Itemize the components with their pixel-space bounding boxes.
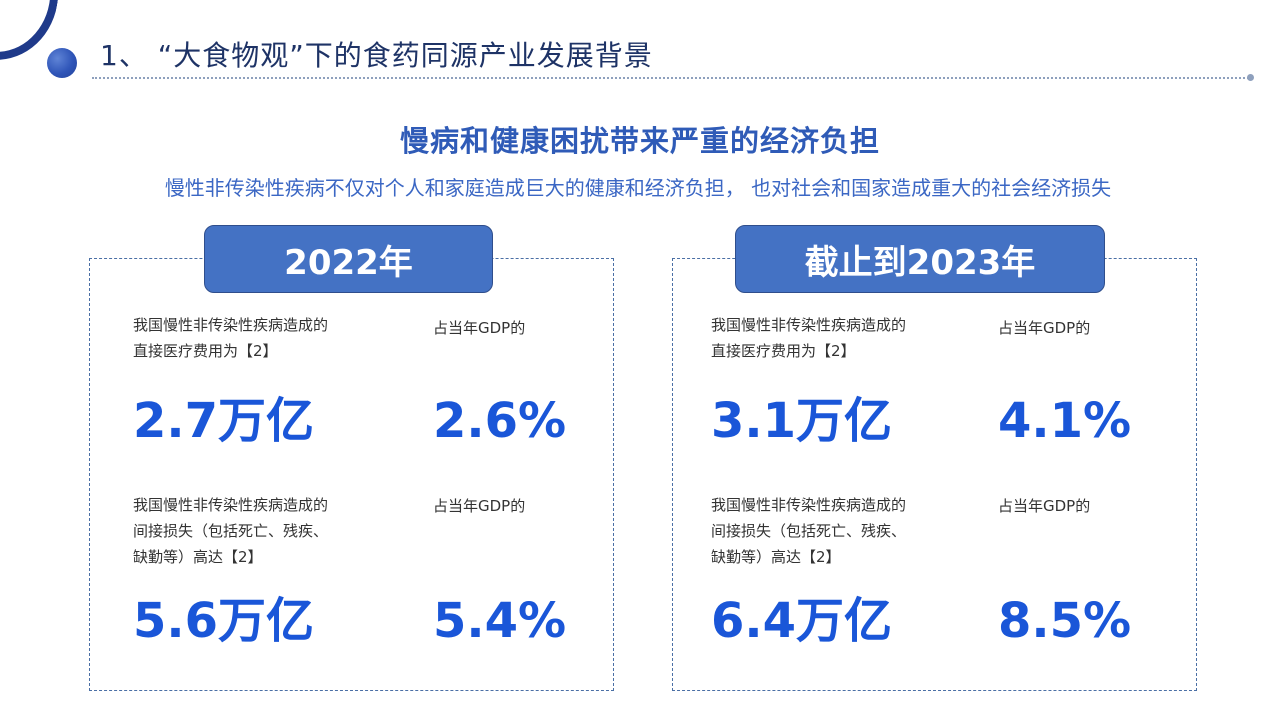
label-line: 缺勤等）高达【2】 bbox=[133, 548, 263, 566]
direct-cost-amount-2022: 2.7万亿 bbox=[133, 393, 315, 449]
headline: 慢病和健康困扰带来严重的经济负担 bbox=[399, 124, 880, 158]
title-divider bbox=[92, 77, 1252, 79]
label-line: 我国慢性非传染性疾病造成的 bbox=[711, 316, 907, 334]
direct-gdp-percent-2022: 2.6% bbox=[433, 393, 567, 449]
section-title: 1、 “大食物观”下的食药同源产业发展背景 bbox=[100, 39, 653, 72]
indirect-gdp-percent-2022: 5.4% bbox=[433, 593, 567, 649]
tag-2022: 2022年 bbox=[204, 225, 493, 293]
indirect-loss-amount-2022: 5.6万亿 bbox=[133, 593, 315, 649]
indirect-loss-label-2023: 我国慢性非传染性疾病造成的 间接损失（包括死亡、残疾、 缺勤等）高达【2】 bbox=[711, 492, 961, 570]
indirect-gdp-label-2023: 占当年GDP的 bbox=[998, 497, 1091, 515]
label-line: 间接损失（包括死亡、残疾、 bbox=[711, 522, 907, 540]
direct-cost-amount-2023: 3.1万亿 bbox=[711, 393, 893, 449]
direct-cost-label-2023: 我国慢性非传染性疾病造成的 直接医疗费用为【2】 bbox=[711, 312, 961, 364]
label-line: 我国慢性非传染性疾病造成的 bbox=[711, 496, 907, 514]
direct-gdp-label-2023: 占当年GDP的 bbox=[998, 319, 1091, 337]
subtitle: 慢性非传染性疾病不仅对个人和家庭造成巨大的健康和经济负担， 也对社会和国家造成重… bbox=[164, 176, 1112, 200]
panel-2022 bbox=[89, 258, 614, 691]
label-line: 我国慢性非传染性疾病造成的 bbox=[133, 316, 329, 334]
tag-2023: 截止到2023年 bbox=[735, 225, 1105, 293]
indirect-loss-amount-2023: 6.4万亿 bbox=[711, 593, 893, 649]
indirect-gdp-percent-2023: 8.5% bbox=[998, 593, 1132, 649]
label-line: 缺勤等）高达【2】 bbox=[711, 548, 841, 566]
label-line: 我国慢性非传染性疾病造成的 bbox=[133, 496, 329, 514]
direct-gdp-label-2022: 占当年GDP的 bbox=[433, 319, 526, 337]
panel-2023 bbox=[672, 258, 1197, 691]
indirect-gdp-label-2022: 占当年GDP的 bbox=[433, 497, 526, 515]
indirect-loss-label-2022: 我国慢性非传染性疾病造成的 间接损失（包括死亡、残疾、 缺勤等）高达【2】 bbox=[133, 492, 383, 570]
label-line: 直接医疗费用为【2】 bbox=[711, 342, 856, 360]
label-line: 直接医疗费用为【2】 bbox=[133, 342, 278, 360]
label-line: 间接损失（包括死亡、残疾、 bbox=[133, 522, 329, 540]
direct-cost-label-2022: 我国慢性非传染性疾病造成的 直接医疗费用为【2】 bbox=[133, 312, 383, 364]
direct-gdp-percent-2023: 4.1% bbox=[998, 393, 1132, 449]
divider-end-dot bbox=[1247, 74, 1254, 81]
corner-dot-decoration bbox=[47, 48, 77, 78]
